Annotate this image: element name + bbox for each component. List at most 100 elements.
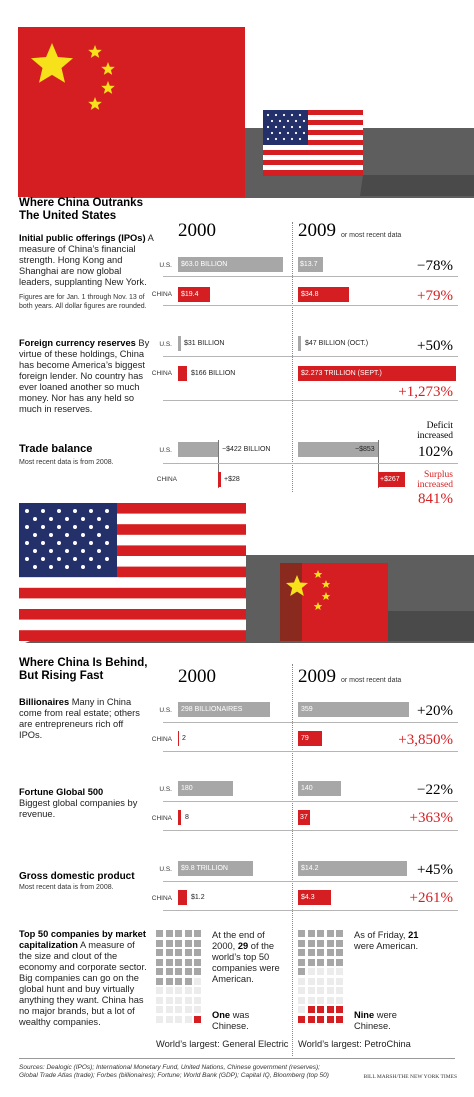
company-square-american xyxy=(307,949,315,956)
company-square-american xyxy=(194,958,201,966)
company-square-american xyxy=(175,939,182,947)
ipo-china-2009-bar xyxy=(298,287,349,302)
company-square-other xyxy=(317,987,324,994)
china-flag-overlap-shade xyxy=(280,563,302,641)
company-square-american xyxy=(317,958,324,966)
company-square-american xyxy=(175,968,182,975)
company-square-other xyxy=(175,1015,182,1023)
company-square-american xyxy=(175,930,182,937)
row-divider xyxy=(163,356,458,357)
billionaires-china-2009-bar xyxy=(298,731,322,746)
section2-title: Where China Is Behind, But Rising Fast xyxy=(19,657,148,682)
us-flag-stripe xyxy=(263,115,363,120)
gdp-us-2009-bar xyxy=(298,861,407,876)
billionaires-us-label: U.S. xyxy=(159,707,172,714)
company-square-chinese xyxy=(307,1015,315,1023)
company-square-american xyxy=(298,949,305,956)
us-flag-stripe xyxy=(19,577,246,588)
us-flag-stripe xyxy=(263,135,363,140)
company-square-chinese xyxy=(326,1006,334,1013)
top50-2000-grid xyxy=(156,930,208,1034)
china-small-star xyxy=(101,81,115,94)
company-square-other xyxy=(336,968,343,975)
fortune-china-2009-bar xyxy=(298,810,310,825)
trade-china-change: 841% xyxy=(418,491,453,507)
company-square-other xyxy=(156,1006,163,1013)
company-square-other xyxy=(194,996,201,1004)
row-divider xyxy=(163,276,458,277)
reserves-us-label: U.S. xyxy=(159,341,172,348)
billionaires-us-2009-label: 359 xyxy=(301,706,313,713)
trade-us-2000-bar xyxy=(178,442,218,457)
company-square-chinese xyxy=(336,1015,343,1023)
company-square-american xyxy=(156,958,163,966)
reserves-us-2009-bar xyxy=(298,336,301,351)
us-flag-stripe xyxy=(263,145,363,150)
company-square-other xyxy=(298,1006,305,1013)
top50-us-2000-text: At the end of 2000, 29 of the world’s to… xyxy=(212,930,280,984)
company-square-american xyxy=(317,930,324,937)
company-square-other xyxy=(326,977,334,985)
company-square-american xyxy=(326,958,334,966)
company-square-other xyxy=(165,996,173,1004)
company-square-other xyxy=(317,996,324,1004)
top50-largest-2009: World’s largest: PetroChina xyxy=(298,1039,411,1049)
row-divider xyxy=(163,400,458,401)
china-small-star xyxy=(321,580,331,588)
ipo-us-2000-bar xyxy=(178,257,283,272)
company-square-american xyxy=(156,968,163,975)
company-square-other xyxy=(298,996,305,1004)
row-divider xyxy=(163,881,458,882)
company-square-american xyxy=(336,949,343,956)
china-big-star xyxy=(286,575,308,596)
china-small-star xyxy=(313,602,323,610)
row-divider xyxy=(163,830,458,831)
top50-cn-2009-text: Nine were Chinese. xyxy=(354,1010,397,1031)
top-flags-illustration xyxy=(18,27,474,198)
china-flag-shadow xyxy=(384,611,474,641)
gdp-us-label: U.S. xyxy=(159,866,172,873)
company-square-other xyxy=(165,1006,173,1013)
reserves-china-2000-bar xyxy=(178,366,187,381)
company-square-american xyxy=(156,939,163,947)
ipo-us-label: U.S. xyxy=(159,262,172,269)
billionaires-china-2000-label: 2 xyxy=(182,735,186,742)
company-square-other xyxy=(336,977,343,985)
company-square-other xyxy=(156,987,163,994)
company-square-american xyxy=(184,949,192,956)
ipo-description: Initial public offerings (IPOs) A measur… xyxy=(19,233,154,287)
trade-us-change: 102% xyxy=(418,444,453,460)
company-square-american xyxy=(165,977,173,985)
middle-flags-illustration xyxy=(19,503,474,643)
section2-year-2009: 2009 xyxy=(298,666,336,687)
billionaires-china-2009-label: 79 xyxy=(301,735,309,742)
company-square-american xyxy=(165,949,173,956)
fortune-china-2009-label: 37 xyxy=(300,814,308,821)
billionaires-us-2009-bar xyxy=(298,702,409,717)
company-square-american xyxy=(317,949,324,956)
company-square-american xyxy=(336,939,343,947)
reserves-us-2000-bar xyxy=(178,336,181,351)
company-square-other xyxy=(326,987,334,994)
company-square-other xyxy=(165,987,173,994)
trade-us-2009-bar xyxy=(298,442,378,457)
company-square-american xyxy=(307,930,315,937)
ipo-china-change: +79% xyxy=(417,288,453,304)
ipo-note: Figures are for Jan. 1 through Nov. 13 o… xyxy=(19,294,147,310)
us-flag-stripe xyxy=(263,155,363,160)
ipo-china-2000-bar xyxy=(178,287,210,302)
billionaires-us-2000-bar xyxy=(178,702,270,717)
company-square-other xyxy=(156,1015,163,1023)
company-square-american xyxy=(298,930,305,937)
section1-recent-note: or most recent data xyxy=(341,232,402,239)
company-square-american xyxy=(194,939,201,947)
gdp-us-2000-label: $9.8 TRILLION xyxy=(181,865,228,872)
us-flag-canton-stars xyxy=(25,509,109,569)
trade-us-2009-label: −$853 xyxy=(355,446,375,453)
company-square-other xyxy=(307,996,315,1004)
fortune-china-label: CHINA xyxy=(151,815,172,822)
trade-us-status: Deficit increased xyxy=(417,421,453,441)
fortune-china-2000-bar xyxy=(178,810,181,825)
top50-largest-2000: World’s largest: General Electric xyxy=(156,1039,289,1049)
us-flag-stripe xyxy=(19,619,246,631)
